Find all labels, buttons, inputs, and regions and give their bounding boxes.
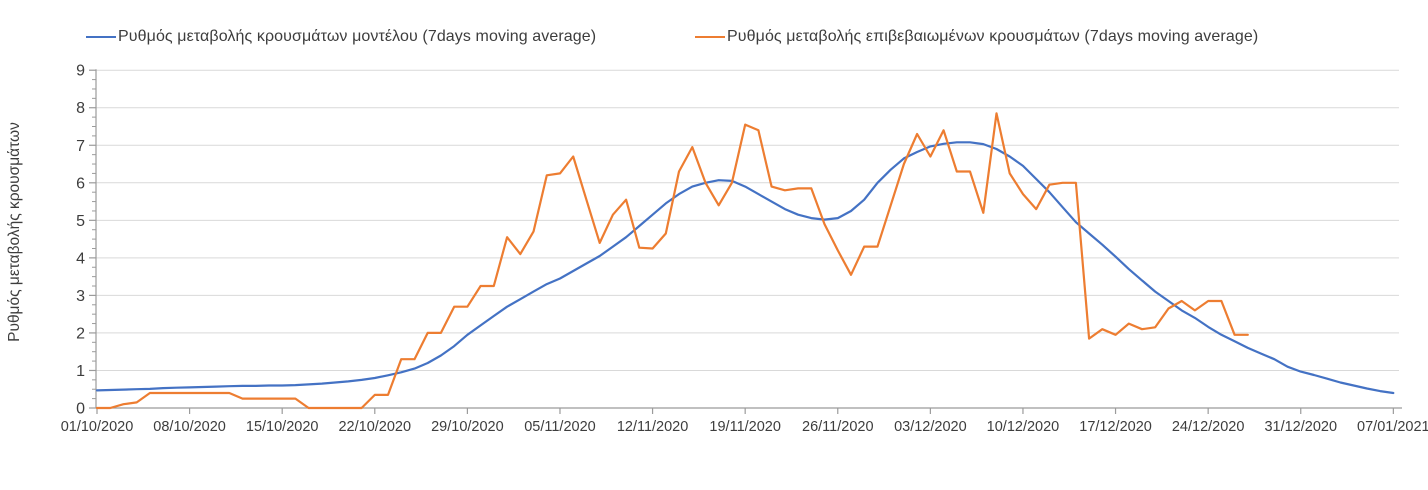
x-tick-label: 12/11/2020 bbox=[617, 419, 689, 435]
legend-item-confirmed-series: Ρυθμός μεταβολής επιβεβαιωμένων κρουσμάτ… bbox=[695, 27, 1258, 47]
legend-line-marker-confirmed bbox=[695, 35, 725, 39]
y-tick-label: 0 bbox=[76, 401, 85, 418]
x-tick-label: 19/11/2020 bbox=[709, 419, 781, 435]
y-tick-label: 5 bbox=[76, 213, 85, 230]
y-tick-label: 4 bbox=[76, 250, 85, 267]
legend-label-confirmed: Ρυθμός μεταβολής επιβεβαιωμένων κρουσμάτ… bbox=[727, 28, 1259, 45]
x-tick-label: 03/12/2020 bbox=[894, 419, 967, 435]
legend-item-model-series: Ρυθμός μεταβολής κρουσμάτων μοντέλου (7d… bbox=[86, 27, 596, 47]
y-tick-label: 8 bbox=[76, 100, 85, 117]
chart-legend: Ρυθμός μεταβολής κρουσμάτων μοντέλου (7d… bbox=[0, 0, 1428, 52]
x-tick-label: 31/12/2020 bbox=[1264, 419, 1337, 435]
y-tick-label: 2 bbox=[76, 325, 85, 342]
y-tick-label: 7 bbox=[76, 138, 85, 155]
series-line-model bbox=[95, 141, 1395, 395]
series-line-confirmed bbox=[95, 112, 1249, 410]
y-tick-label: 9 bbox=[76, 63, 85, 80]
x-tick-label: 05/11/2020 bbox=[524, 419, 596, 435]
y-axis-title: Ρυθμός μεταβολής κρουσμάτων bbox=[6, 122, 23, 342]
x-tick-label: 08/10/2020 bbox=[153, 419, 226, 435]
legend-line-marker-model bbox=[86, 35, 116, 39]
x-tick-label: 10/12/2020 bbox=[987, 419, 1060, 435]
y-tick-label: 3 bbox=[76, 288, 85, 305]
y-tick-label: 1 bbox=[76, 363, 85, 380]
x-tick-label: 01/10/2020 bbox=[61, 419, 134, 435]
x-tick-label: 07/01/2021 bbox=[1357, 419, 1428, 435]
x-tick-label: 26/11/2020 bbox=[802, 419, 874, 435]
x-tick-label: 17/12/2020 bbox=[1079, 419, 1152, 435]
x-tick-label: 29/10/2020 bbox=[431, 419, 504, 435]
y-tick-label: 6 bbox=[76, 175, 85, 192]
legend-label-model: Ρυθμός μεταβολής κρουσμάτων μοντέλου (7d… bbox=[118, 28, 597, 45]
x-tick-label: 24/12/2020 bbox=[1172, 419, 1245, 435]
x-tick-label: 22/10/2020 bbox=[338, 419, 411, 435]
x-tick-label: 15/10/2020 bbox=[246, 419, 319, 435]
